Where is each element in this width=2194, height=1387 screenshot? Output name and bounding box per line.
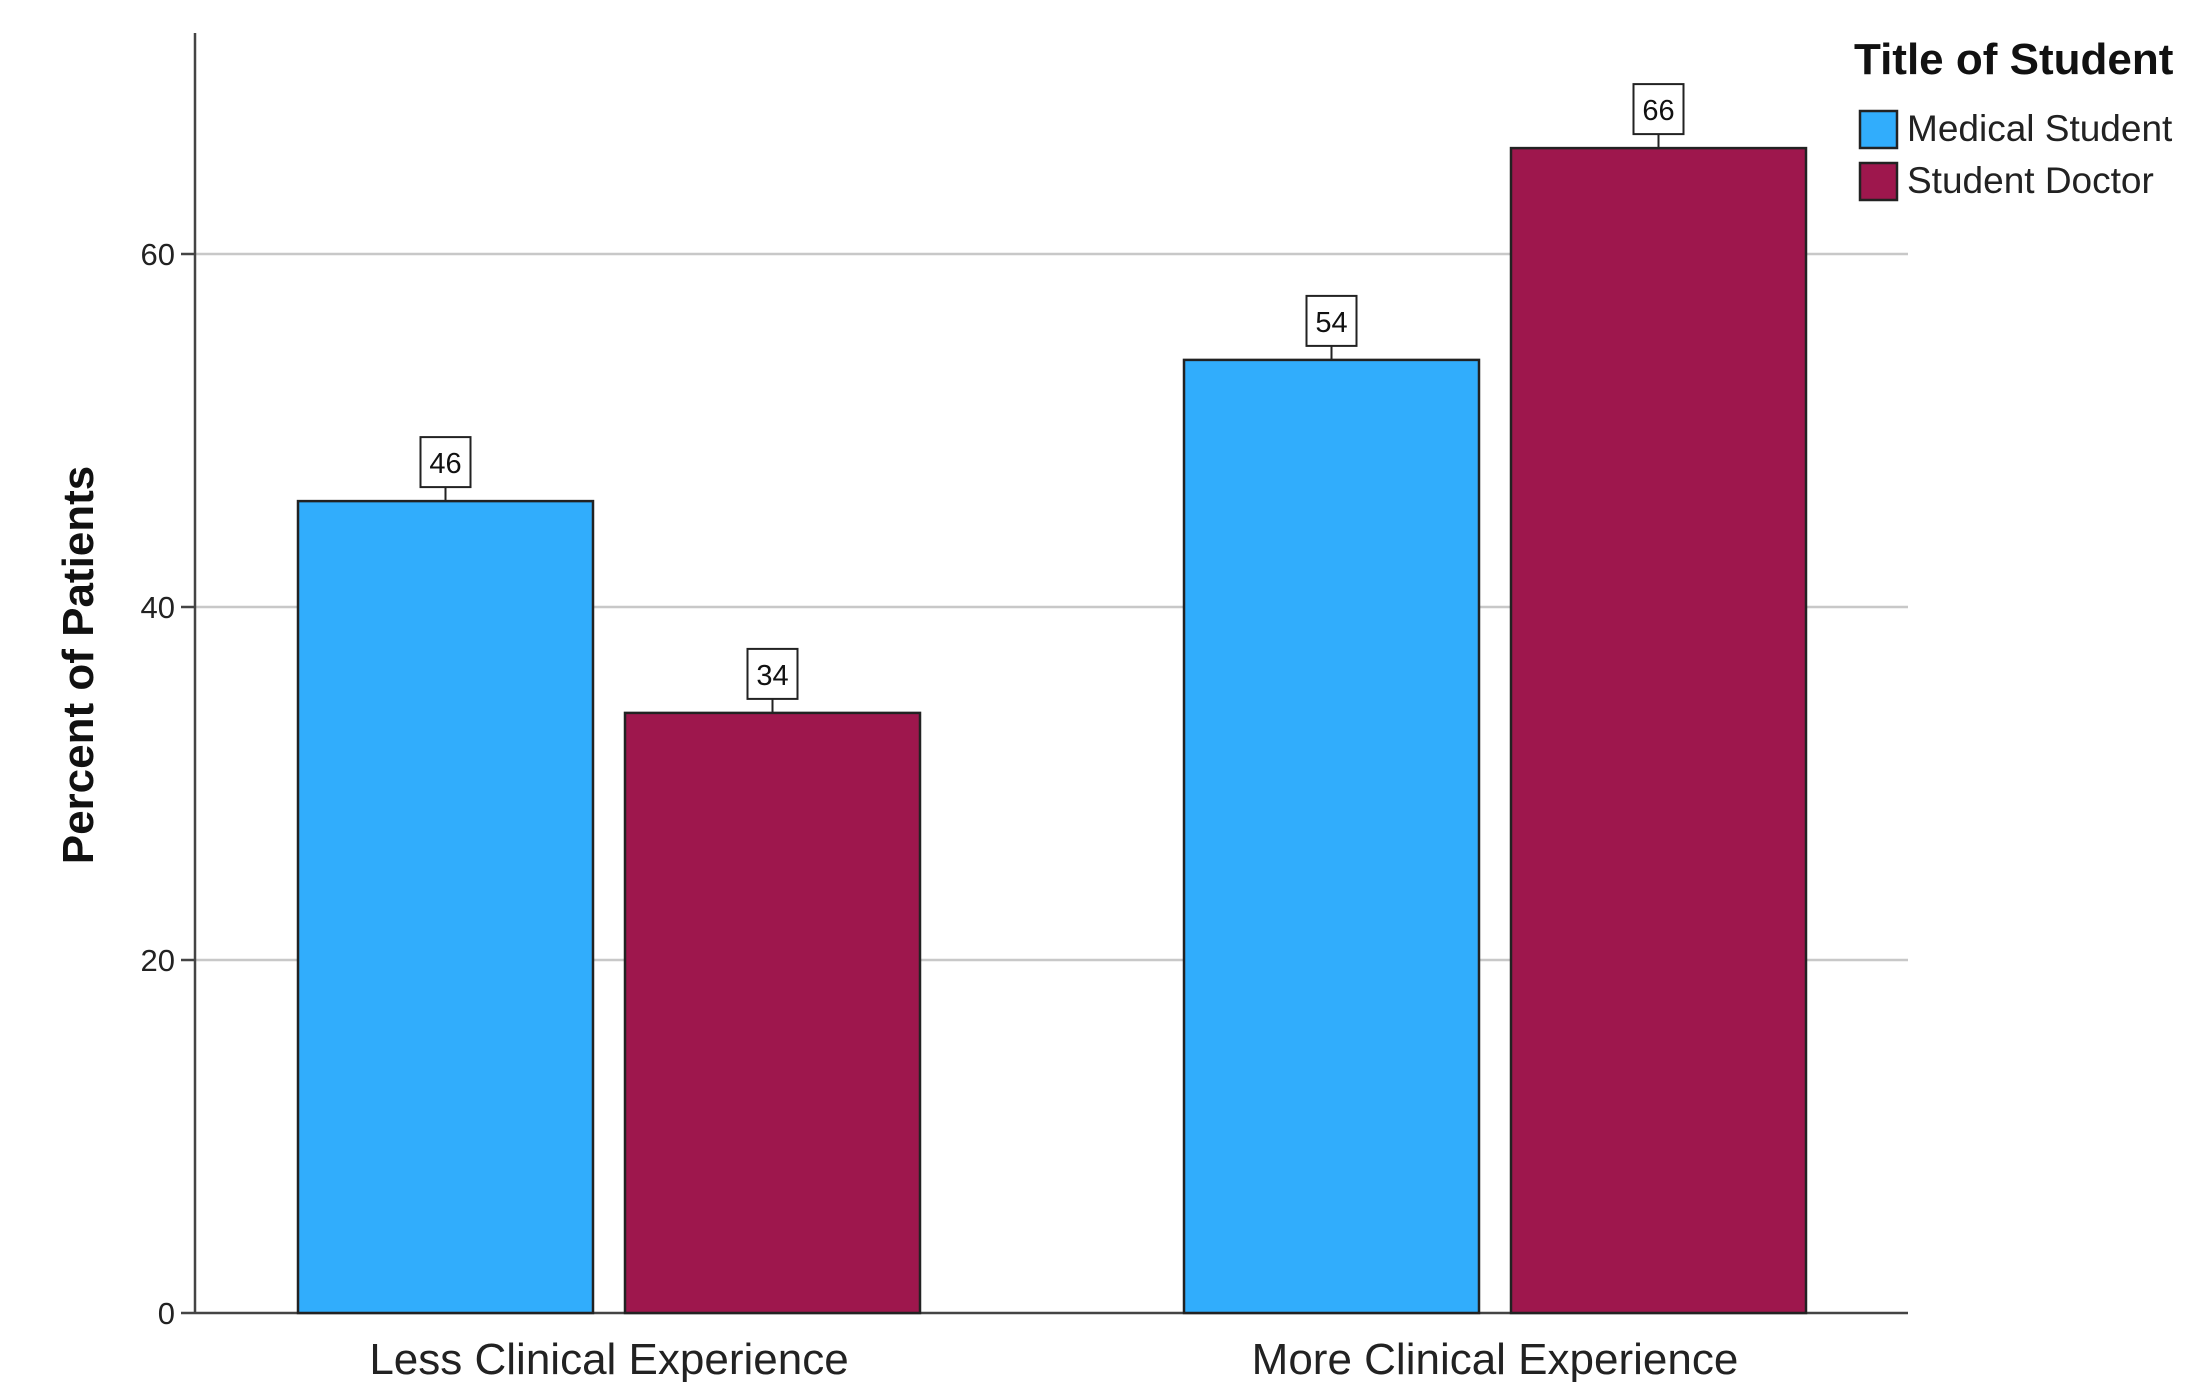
- y-tick-label-60: 60: [141, 237, 175, 272]
- legend-swatch-0: [1858, 109, 1899, 150]
- bars: [296, 146, 1808, 1315]
- x-category-labels: Less Clinical Experience More Clinical Ex…: [369, 1335, 1739, 1384]
- bar-0-1: [623, 711, 922, 1315]
- bar-1-1: [1509, 146, 1808, 1315]
- data-label-1-0: 54: [1315, 307, 1347, 339]
- y-tick-label-0: 0: [158, 1296, 175, 1331]
- data-label-box-0-1: [746, 647, 799, 700]
- data-label-box-0-0: [419, 436, 472, 489]
- legend: Title of Student Medical Student Student …: [1854, 35, 2174, 202]
- data-labels: 46 34 54 66: [419, 83, 1685, 713]
- legend-label-0: Medical Student: [1907, 108, 2173, 149]
- y-tick-label-40: 40: [141, 590, 175, 625]
- y-tick-label-20: 20: [141, 943, 175, 978]
- bar-1-0: [1182, 358, 1481, 1315]
- y-axis-title: Percent of Patients: [54, 466, 103, 865]
- legend-items: Medical Student Student Doctor: [1858, 108, 2173, 202]
- data-label-0-1: 34: [756, 660, 788, 692]
- legend-swatch-1: [1858, 161, 1899, 202]
- bar-0-0: [296, 499, 595, 1315]
- data-label-1-1: 66: [1642, 95, 1674, 127]
- data-label-box-1-1: [1632, 83, 1685, 136]
- legend-title: Title of Student: [1854, 35, 2174, 84]
- legend-label-1: Student Doctor: [1907, 160, 2154, 201]
- y-ticks: 0 20 40 60: [141, 237, 195, 1331]
- x-category-label-0: Less Clinical Experience: [369, 1335, 848, 1382]
- data-label-box-1-0: [1305, 294, 1358, 347]
- data-label-0-0: 46: [429, 448, 461, 480]
- x-category-label-1: More Clinical Experience: [1252, 1335, 1739, 1382]
